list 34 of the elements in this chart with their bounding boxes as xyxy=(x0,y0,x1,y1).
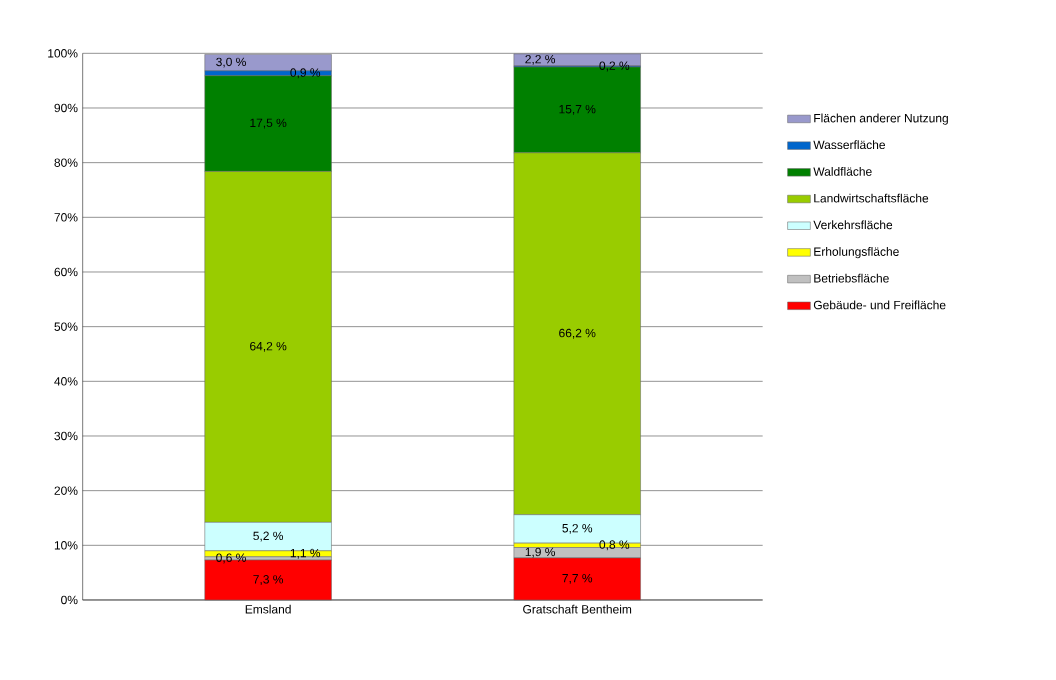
y-tick-label: 10% xyxy=(54,541,78,550)
legend-label: Flächen anderer Nutzung xyxy=(814,113,948,125)
y-tick-label: 100% xyxy=(48,49,78,58)
y-tick-label: 30% xyxy=(54,431,78,441)
y-tick-label: 90% xyxy=(54,103,78,113)
y-tick-label: 70% xyxy=(54,213,78,222)
data-label: 64,2 % xyxy=(250,341,287,352)
data-label: 2,2 % xyxy=(525,54,556,65)
y-tick-label: 60% xyxy=(54,267,78,277)
data-label: 7,7 % xyxy=(562,574,593,584)
data-label: 5,2 % xyxy=(562,523,593,534)
data-label: 5,2 % xyxy=(253,531,284,542)
y-tick-label: 20% xyxy=(54,486,78,495)
y-tick-label: 50% xyxy=(54,322,78,331)
legend-label: Erholungsfläche xyxy=(814,247,899,259)
data-label: 1,9 % xyxy=(525,547,556,558)
y-tick-label: 40% xyxy=(54,377,78,386)
data-label: 15,7 % xyxy=(559,104,596,115)
legend-label: Wasserfläche xyxy=(813,140,886,150)
legend-label: Betriebsfläche xyxy=(814,273,889,283)
data-label: 1,1 % xyxy=(290,548,321,559)
y-tick-label: 80% xyxy=(54,158,78,167)
data-label: 7,3 % xyxy=(253,575,284,585)
data-label: 17,5 % xyxy=(250,118,287,129)
data-label: 0,9 % xyxy=(290,68,321,79)
legend-label: Waldfläche xyxy=(813,166,872,176)
legend-label: Verkehrsfläche xyxy=(813,220,893,230)
data-label: 3,0 % xyxy=(216,57,246,68)
y-tick-label: 0% xyxy=(61,595,78,605)
x-tick-label: Gratschaft Bentheim xyxy=(523,604,632,614)
x-tick-label: Emsland xyxy=(245,604,291,614)
legend-label: Gebäude- und Freifläche xyxy=(813,300,946,310)
legend-label: Landwirtschaftsfläche xyxy=(814,193,929,203)
data-label: 66,2 % xyxy=(559,328,596,339)
